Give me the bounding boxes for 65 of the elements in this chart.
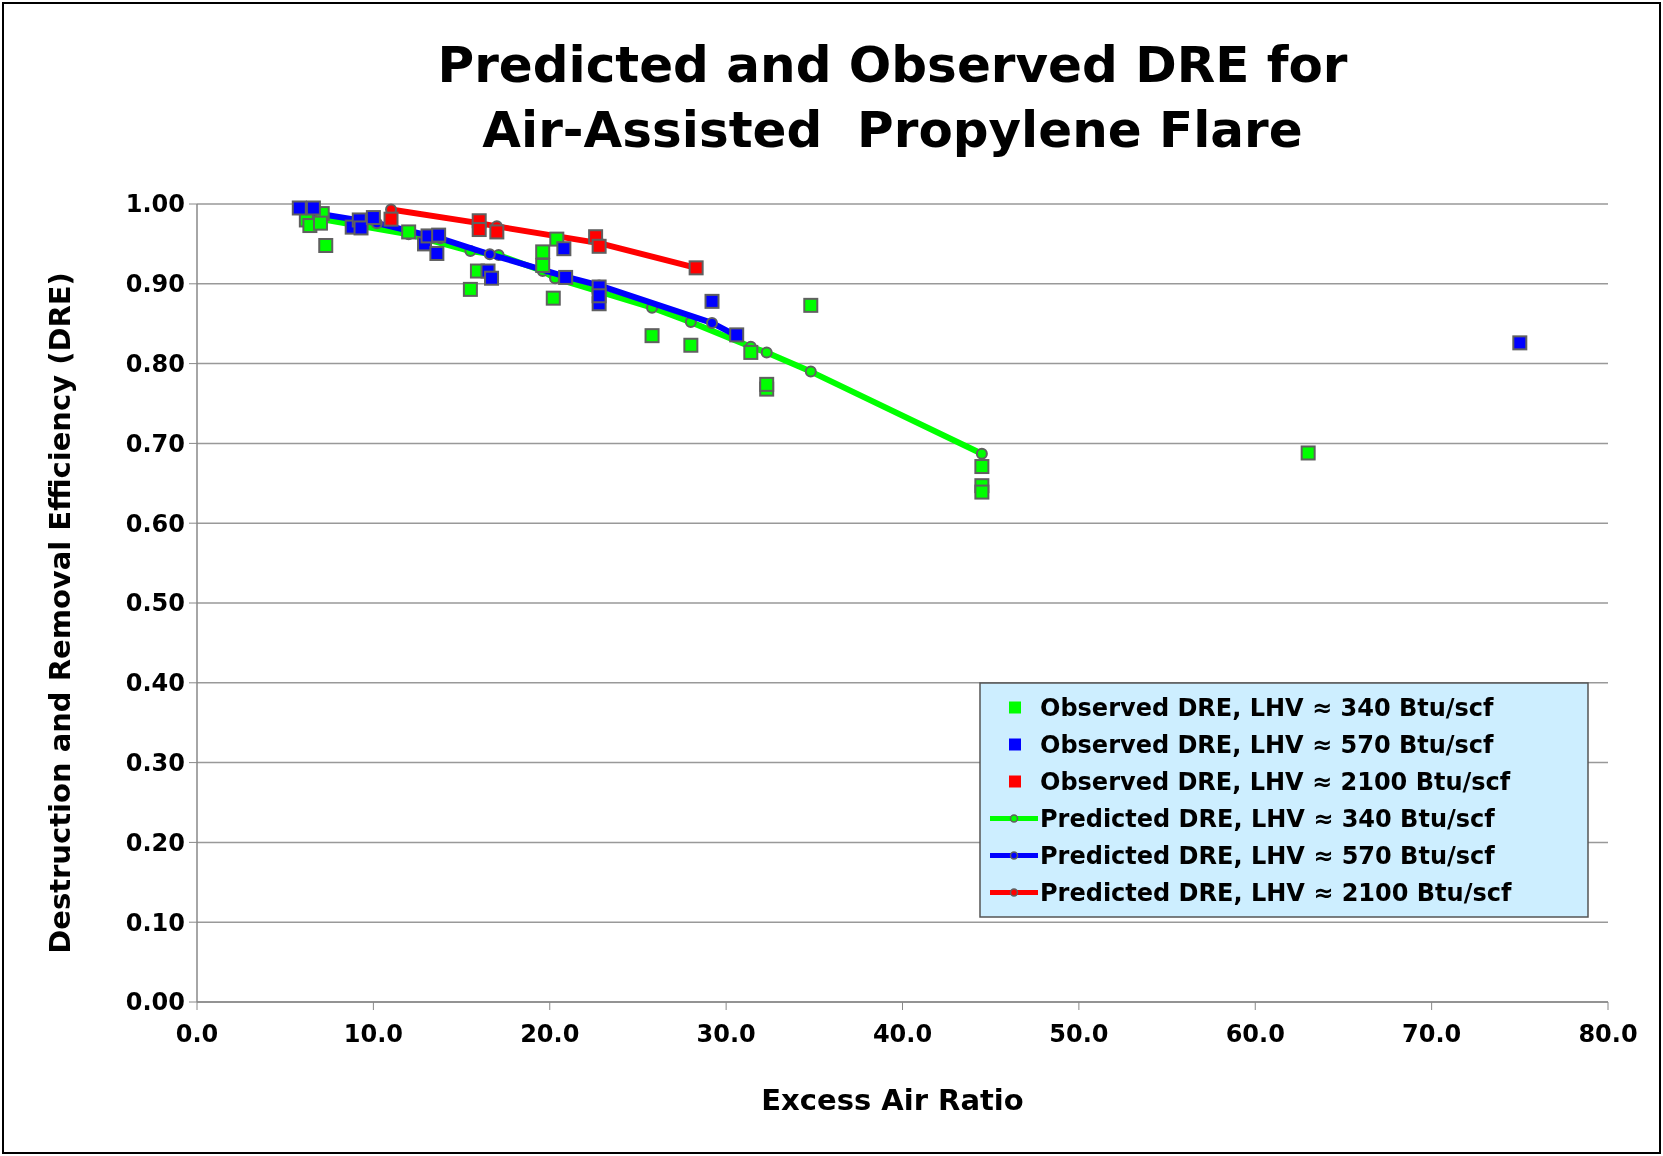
point — [383, 211, 399, 227]
legend-label: Predicted DRE, LHV ≈ 2100 Btu/scf — [1040, 878, 1512, 907]
x-axis-title: Excess Air Ratio — [761, 1083, 1024, 1117]
x-tick-label: 80.0 — [1578, 1020, 1638, 1048]
point — [429, 245, 445, 261]
y-tick-label: 0.20 — [125, 828, 185, 857]
point — [975, 447, 988, 460]
point — [365, 210, 381, 226]
chart-title: Predicted and Observed DRE for Air-Assisted Propylene Flare — [437, 36, 1348, 159]
y-tick-label: 0.70 — [125, 429, 185, 458]
y-tick-label: 0.10 — [125, 908, 185, 937]
point — [318, 238, 334, 253]
point — [683, 337, 699, 353]
legend-label: Predicted DRE, LHV ≈ 570 Btu/scf — [1040, 841, 1496, 870]
point — [803, 297, 819, 313]
point — [535, 257, 551, 273]
point — [706, 316, 719, 329]
point — [974, 459, 990, 475]
point — [760, 346, 773, 359]
point — [353, 220, 369, 236]
y-tick-label: 0.80 — [125, 350, 185, 378]
point — [704, 293, 720, 309]
point — [312, 215, 328, 231]
y-tick-label: 0.30 — [125, 749, 185, 777]
legend-label: Predicted DRE, LHV ≈ 340 Btu/scf — [1040, 804, 1496, 833]
x-tick-label: 10.0 — [343, 1020, 403, 1048]
x-tick-label: 40.0 — [872, 1020, 933, 1048]
legend-label: Observed DRE, LHV ≈ 570 Btu/scf — [1040, 730, 1495, 759]
x-tick-label: 20.0 — [520, 1020, 580, 1048]
point — [1512, 335, 1528, 351]
x-tick-label: 30.0 — [696, 1020, 756, 1048]
point — [759, 376, 775, 392]
y-tick-label: 0.40 — [125, 669, 185, 698]
point — [974, 484, 990, 500]
point — [471, 222, 487, 238]
point — [556, 241, 572, 257]
point — [291, 200, 307, 216]
point — [462, 281, 478, 297]
x-tick-label: 0.0 — [175, 1020, 219, 1048]
x-tick-label: 70.0 — [1402, 1020, 1462, 1048]
point — [483, 248, 496, 261]
point — [591, 238, 607, 254]
point — [484, 270, 500, 286]
point — [804, 365, 817, 378]
y-tick-label: 0.90 — [125, 270, 185, 299]
point — [1300, 445, 1316, 461]
point — [591, 288, 607, 304]
point — [401, 224, 417, 240]
legend-label: Observed DRE, LHV ≈ 340 Btu/scf — [1040, 693, 1495, 722]
legend-label: Observed DRE, LHV ≈ 2100 Btu/scf — [1040, 767, 1511, 796]
y-tick-label: 0.60 — [125, 509, 185, 538]
point — [431, 227, 447, 243]
point — [535, 244, 551, 260]
y-tick-label: 0.50 — [125, 589, 185, 618]
point — [729, 327, 745, 343]
y-tick-label: 0.00 — [125, 988, 185, 1017]
y-axis-title: Destruction and Removal Efficiency (DRE) — [43, 272, 77, 954]
y-tick-label: 1.00 — [125, 190, 185, 219]
point — [545, 290, 561, 306]
point — [743, 344, 759, 360]
x-tick-label: 50.0 — [1049, 1020, 1109, 1048]
point — [305, 200, 321, 216]
x-tick-label: 60.0 — [1225, 1020, 1285, 1048]
point — [489, 224, 505, 240]
point — [644, 328, 660, 344]
